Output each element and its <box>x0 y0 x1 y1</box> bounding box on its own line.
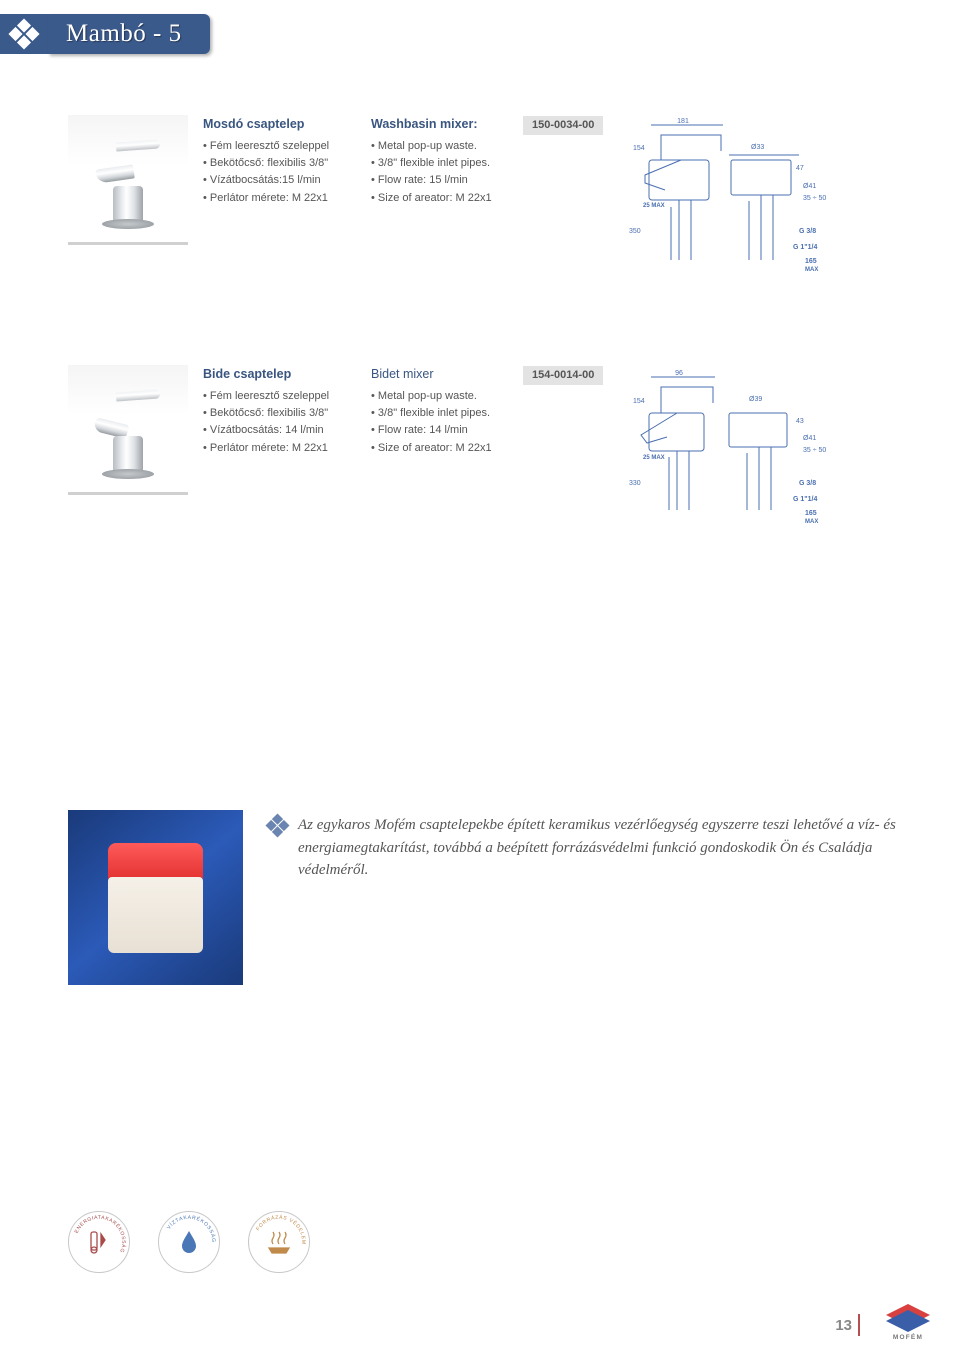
svg-text:G 1"1/4: G 1"1/4 <box>793 496 817 503</box>
spec-line: • 3/8" flexible inlet pipes. <box>371 405 517 422</box>
spec-line: • Flow rate: 14 l/min <box>371 422 517 439</box>
svg-text:G 3/8: G 3/8 <box>799 228 816 235</box>
product-row: Mosdó csaptelep • Fém leeresztő szeleppe… <box>68 115 920 280</box>
spec-line: • Vízátbocsátás: 14 l/min <box>203 422 365 439</box>
svg-text:MOFÉM: MOFÉM <box>893 1332 923 1340</box>
cartridge-icon <box>108 843 203 953</box>
page-number: 13 <box>835 1317 852 1334</box>
product-code: 150-0034-00 <box>523 116 603 135</box>
svg-text:350: 350 <box>629 228 641 235</box>
svg-text:165: 165 <box>805 258 817 265</box>
spec-line: • Bekötőcső: flexibilis 3/8" <box>203 155 365 172</box>
product-title-hu: Bide csaptelep <box>203 365 365 384</box>
spec-line: • Perlátor mérete: M 22x1 <box>203 190 365 207</box>
spec-line: • Vízátbocsátás:15 l/min <box>203 172 365 189</box>
page-number-wrap: 13 <box>835 1314 860 1336</box>
svg-text:154: 154 <box>633 398 645 405</box>
faucet-icon <box>88 379 168 479</box>
page-header: Mambó - 5 <box>0 14 210 54</box>
spec-column-hungarian: Bide csaptelep • Fém leeresztő szeleppel… <box>203 365 371 457</box>
badge-energy: ENERGIATAKARÉKOSSÁG <box>68 1211 130 1273</box>
footer-badges: ENERGIATAKARÉKOSSÁG VÍZTAKARÉKOSSÁG <box>68 1211 310 1273</box>
header-title-wrap: Mambó - 5 <box>48 14 210 54</box>
svg-text:181: 181 <box>677 118 689 125</box>
product-photo-bidet <box>68 365 188 495</box>
diamond-icon <box>8 18 39 49</box>
svg-text:G 3/8: G 3/8 <box>799 480 816 487</box>
product-title-en: Washbasin mixer: <box>371 115 517 134</box>
spec-line: • Bekötőcső: flexibilis 3/8" <box>203 405 365 422</box>
page-title: Mambó - 5 <box>66 20 182 48</box>
svg-text:25 MAX: 25 MAX <box>643 203 665 209</box>
diagram-column: 96 154 25 MAX Ø39 43 330 Ø41 35 ÷ 50 G 3… <box>621 365 871 530</box>
svg-text:Ø39: Ø39 <box>749 396 762 403</box>
cartridge-photo <box>68 810 243 985</box>
svg-text:165: 165 <box>805 510 817 517</box>
spec-line: • Fém leeresztő szeleppel <box>203 138 365 155</box>
svg-text:47: 47 <box>796 165 804 172</box>
svg-text:25 MAX: 25 MAX <box>643 455 665 461</box>
product-row: Bide csaptelep • Fém leeresztő szeleppel… <box>68 365 920 530</box>
badge-scald: FORRÁZÁS VÉDELEM <box>248 1211 310 1273</box>
spec-line: • Perlátor mérete: M 22x1 <box>203 440 365 457</box>
svg-text:330: 330 <box>629 480 641 487</box>
diamond-icon <box>265 813 289 837</box>
brand-logo: MOFÉM <box>876 1300 940 1340</box>
product-title-hu: Mosdó csaptelep <box>203 115 365 134</box>
svg-text:VÍZTAKARÉKOSSÁG: VÍZTAKARÉKOSSÁG <box>166 1215 217 1243</box>
svg-text:154: 154 <box>633 145 645 152</box>
spec-column-english: Bidet mixer • Metal pop-up waste. • 3/8"… <box>371 365 523 457</box>
svg-text:Ø33: Ø33 <box>751 144 764 151</box>
content-area: Mosdó csaptelep • Fém leeresztő szeleppe… <box>68 115 920 615</box>
spec-column-hungarian: Mosdó csaptelep • Fém leeresztő szeleppe… <box>203 115 371 207</box>
svg-text:MAX: MAX <box>805 519 818 525</box>
svg-text:43: 43 <box>796 418 804 425</box>
spec-line: • Size of areator: M 22x1 <box>371 190 517 207</box>
code-column: 154-0014-00 <box>523 365 621 385</box>
spec-line: • Fém leeresztő szeleppel <box>203 388 365 405</box>
svg-text:G 1"1/4: G 1"1/4 <box>793 244 817 251</box>
svg-text:96: 96 <box>675 370 683 377</box>
spec-line: • Metal pop-up waste. <box>371 138 517 155</box>
svg-text:MAX: MAX <box>805 267 818 273</box>
svg-text:ENERGIATAKARÉKOSSÁG: ENERGIATAKARÉKOSSÁG <box>74 1215 127 1254</box>
faucet-icon <box>88 129 168 229</box>
svg-text:Ø41: Ø41 <box>803 183 816 190</box>
product-photo-washbasin <box>68 115 188 245</box>
spec-line: • 3/8" flexible inlet pipes. <box>371 155 517 172</box>
spec-line: • Flow rate: 15 l/min <box>371 172 517 189</box>
svg-text:Ø41: Ø41 <box>803 435 816 442</box>
spec-line: • Metal pop-up waste. <box>371 388 517 405</box>
page-divider <box>858 1314 860 1336</box>
header-diamond-icon <box>0 14 48 54</box>
info-paragraph: Az egykaros Mofém csaptelepekbe épített … <box>298 814 900 882</box>
technical-drawing: 96 154 25 MAX Ø39 43 330 Ø41 35 ÷ 50 G 3… <box>621 365 861 530</box>
code-column: 150-0034-00 <box>523 115 621 135</box>
info-block: Az egykaros Mofém csaptelepekbe épített … <box>68 810 900 985</box>
diagram-column: 181 154 25 MAX Ø33 47 350 Ø41 35 ÷ 50 G … <box>621 115 871 280</box>
product-title-en: Bidet mixer <box>371 365 517 384</box>
svg-text:35 ÷ 50: 35 ÷ 50 <box>803 447 826 454</box>
technical-drawing: 181 154 25 MAX Ø33 47 350 Ø41 35 ÷ 50 G … <box>621 115 861 280</box>
info-text-wrap: Az egykaros Mofém csaptelepekbe épített … <box>269 810 900 882</box>
badge-water: VÍZTAKARÉKOSSÁG <box>158 1211 220 1273</box>
spec-line: • Size of areator: M 22x1 <box>371 440 517 457</box>
product-code: 154-0014-00 <box>523 366 603 385</box>
svg-text:FORRÁZÁS VÉDELEM: FORRÁZÁS VÉDELEM <box>255 1214 306 1245</box>
svg-text:35 ÷ 50: 35 ÷ 50 <box>803 195 826 202</box>
spec-column-english: Washbasin mixer: • Metal pop-up waste. •… <box>371 115 523 207</box>
